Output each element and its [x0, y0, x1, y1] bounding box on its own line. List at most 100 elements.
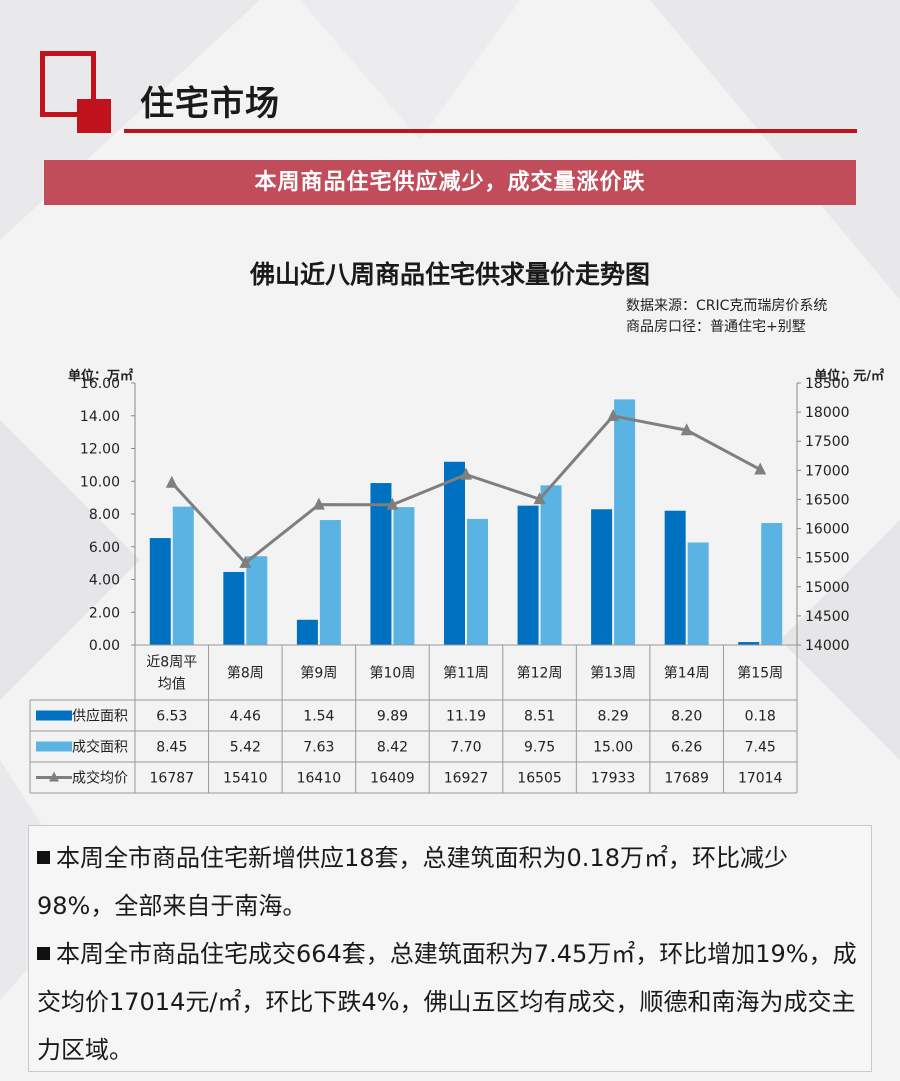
- price-marker: [680, 423, 693, 436]
- right-tick-label: 18000: [805, 405, 850, 421]
- table-value: 9.89: [377, 709, 408, 725]
- category-label: 第8周: [227, 665, 264, 682]
- category-label: 均值: [158, 677, 186, 693]
- price-marker: [460, 467, 472, 480]
- title-divider: [124, 129, 857, 133]
- right-tick-label: 15500: [805, 551, 850, 567]
- table-value: 16505: [517, 771, 562, 787]
- table-value: 8.29: [598, 709, 629, 725]
- data-scope: 商品房口径：普通住宅+别墅: [626, 319, 806, 335]
- table-value: 0.18: [745, 709, 776, 725]
- deal-bar: [687, 542, 709, 645]
- left-tick-label: 16.00: [80, 376, 120, 392]
- supply-bar: [444, 461, 465, 645]
- deal-bar: [172, 506, 194, 645]
- supply-bar: [370, 483, 392, 645]
- table-value: 8.45: [156, 740, 187, 756]
- right-tick-label: 17500: [805, 434, 850, 450]
- note-supply: 本周全市商品住宅新增供应18套，总建筑面积为0.18万㎡，环比减少98%，全部来…: [37, 834, 865, 930]
- price-marker: [386, 497, 399, 510]
- supply-bar: [664, 510, 686, 645]
- data-source: 数据来源：CRIC克而瑞房价系统: [626, 298, 828, 314]
- table-value: 16787: [150, 771, 195, 787]
- table-value: 17933: [591, 771, 636, 787]
- left-tick-label: 4.00: [89, 573, 120, 589]
- table-value: 6.26: [671, 740, 702, 756]
- table-value: 5.42: [230, 740, 261, 756]
- supply-demand-chart: 单位：万㎡ 单位：元/㎡ 0.00 2.00 4.00 6.00 8.00 10.00 12.0…: [29, 368, 884, 794]
- deal-bar: [393, 507, 415, 645]
- left-tick-label: 14.00: [80, 409, 120, 425]
- category-label: 第12周: [517, 665, 563, 682]
- table-value: 17014: [738, 771, 783, 787]
- price-marker: [239, 555, 252, 568]
- price-marker: [312, 497, 325, 510]
- table-value: 8.20: [671, 709, 702, 725]
- deal-bar: [540, 485, 562, 645]
- legend-swatch: [36, 710, 72, 721]
- price-marker: [165, 475, 178, 488]
- deal-bar: [319, 520, 341, 645]
- table-value: 7.63: [303, 740, 334, 756]
- category-label: 第11周: [443, 665, 489, 682]
- right-tick-label: 14000: [805, 638, 850, 654]
- table-value: 1.54: [303, 709, 334, 725]
- table-value: 11.19: [446, 709, 486, 725]
- supply-bar: [223, 571, 245, 645]
- table-value: 16409: [370, 771, 415, 787]
- section-logo-block: [77, 99, 111, 133]
- price-marker: [533, 492, 546, 505]
- right-tick-label: 18500: [805, 376, 850, 392]
- deal-bar: [246, 556, 268, 645]
- left-tick-label: 8.00: [89, 507, 120, 523]
- left-tick-label: 2.00: [89, 605, 120, 621]
- table-value: 15410: [223, 771, 268, 787]
- supply-bar: [591, 509, 613, 645]
- deal-bar: [467, 518, 488, 645]
- table-value: 7.45: [745, 740, 776, 756]
- supply-bar: [149, 538, 171, 645]
- table-value: 15.00: [593, 740, 633, 756]
- supply-bar: [738, 642, 760, 645]
- left-axis-unit: 单位：万㎡: [68, 368, 133, 384]
- left-tick-label: 10.00: [80, 474, 120, 490]
- category-label: 第10周: [370, 665, 416, 682]
- table-value: 7.70: [450, 740, 481, 756]
- section-title: 住宅市场: [140, 84, 280, 124]
- bullet-icon: [37, 947, 50, 960]
- category-label: 近8周平: [146, 655, 197, 671]
- section-logo-frame: [40, 51, 96, 117]
- category-label: 第9周: [300, 665, 337, 682]
- table-value: 9.75: [524, 740, 555, 756]
- table-value: 8.42: [377, 740, 408, 756]
- table-value: 17689: [664, 771, 709, 787]
- right-tick-label: 16000: [805, 522, 850, 538]
- left-tick-label: 6.00: [89, 540, 120, 556]
- supply-bar: [296, 619, 318, 645]
- right-tick-label: 14500: [805, 609, 850, 625]
- legend-marker: [49, 771, 59, 782]
- bullet-icon: [37, 851, 50, 864]
- table-value: 16410: [297, 771, 342, 787]
- chart-title: 佛山近八周商品住宅供求量价走势图: [249, 260, 650, 289]
- price-marker: [607, 409, 620, 422]
- price-marker: [754, 462, 767, 475]
- table-value: 4.46: [230, 709, 261, 725]
- deal-bar: [761, 523, 783, 645]
- right-tick-label: 17000: [805, 463, 850, 479]
- note-deal-text: 本周全市商品住宅成交664套，总建筑面积为7.45万㎡，环比增加19%，成交均价…: [37, 940, 857, 1064]
- table-value: 8.51: [524, 709, 555, 725]
- category-label: 第14周: [664, 665, 710, 682]
- left-tick-label: 12.00: [80, 442, 120, 458]
- summary-notes: 本周全市商品住宅新增供应18套，总建筑面积为0.18万㎡，环比减少98%，全部来…: [28, 825, 872, 1072]
- note-deal: 本周全市商品住宅成交664套，总建筑面积为7.45万㎡，环比增加19%，成交均价…: [37, 930, 865, 1074]
- left-tick-label: 0.00: [89, 638, 120, 654]
- supply-bar: [517, 505, 539, 645]
- deal-bar: [614, 399, 636, 645]
- headline-banner: 本周商品住宅供应减少，成交量涨价跌: [44, 160, 856, 205]
- table-value: 6.53: [156, 709, 187, 725]
- right-tick-label: 15000: [805, 580, 850, 596]
- right-axis-unit: 单位：元/㎡: [814, 368, 884, 384]
- legend-swatch: [36, 741, 72, 752]
- table-value: 16927: [444, 771, 489, 787]
